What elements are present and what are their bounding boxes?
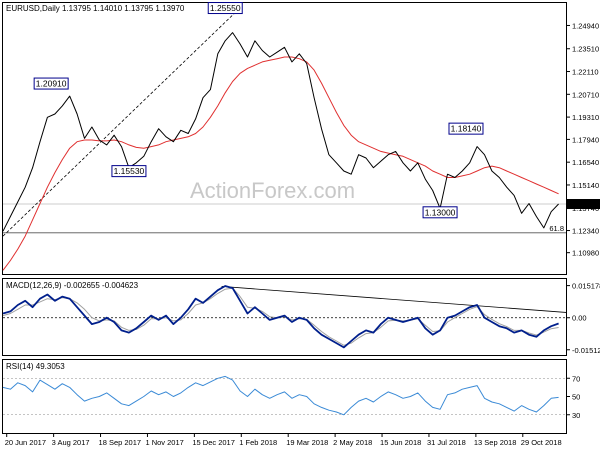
price-series-line <box>2 32 559 232</box>
price-annotation-box <box>111 165 147 178</box>
x-tick-label: 29 Oct 2018 <box>521 438 562 447</box>
rsi-y-tick-label: 30 <box>572 411 580 420</box>
fib-618-label: 61.8 <box>549 224 564 233</box>
macd-panel-title: MACD(12,26,9) -0.002655 -0.004623 <box>6 281 139 290</box>
x-tick-label: 13 Sep 2018 <box>474 438 517 447</box>
price-series-line <box>2 56 559 271</box>
price-y-tick-label: 1.10980 <box>572 249 599 258</box>
price-y-tick-label: 1.22110 <box>572 68 599 77</box>
price-annotation-label: 1.18140 <box>451 124 482 134</box>
rsi-panel-title: RSI(14) 49.3053 <box>6 362 65 371</box>
macd-trendline <box>221 286 567 313</box>
price-panel: 1.109801.123401.137401.151401.165401.179… <box>2 2 600 271</box>
price-annotation-label: 1.13000 <box>425 207 456 217</box>
price-y-tick-label: 1.24940 <box>572 21 599 30</box>
x-tick-label: 3 Aug 2017 <box>52 438 90 447</box>
price-y-tick-label: 1.20710 <box>572 90 599 99</box>
macd-series-line <box>2 285 559 349</box>
current-price-box <box>567 199 600 210</box>
price-panel-title: EURUSD,Daily 1.13795 1.14010 1.13795 1.1… <box>6 4 185 13</box>
x-tick-label: 2 May 2018 <box>333 438 372 447</box>
x-tick-label: 15 Dec 2017 <box>192 438 235 447</box>
x-tick-label: 1 Nov 2017 <box>145 438 183 447</box>
x-tick-label: 20 Jun 2017 <box>5 438 46 447</box>
x-tick-label: 31 Jul 2018 <box>427 438 466 447</box>
rsi-series-line <box>2 375 559 416</box>
price-annotation-box <box>448 122 484 135</box>
rsi-panel: 70 50 30 <box>2 374 580 420</box>
price-annotation-box <box>207 2 243 15</box>
price-y-tick-label: 1.23510 <box>572 45 599 54</box>
price-y-tick-label: 1.15140 <box>572 181 599 190</box>
price-annotation-label: 1.20910 <box>36 79 67 89</box>
price-y-tick-label: 1.16540 <box>572 158 599 167</box>
price-panel-frame <box>2 2 567 275</box>
watermark-text: ActionForex.com <box>190 178 355 203</box>
price-annotation-box <box>422 206 458 219</box>
x-tick-label: 1 Feb 2018 <box>239 438 277 447</box>
macd-y-tick-label: 0.015178 <box>572 282 600 291</box>
macd-panel: 0.015178 0.00 -0.015126 <box>2 282 600 355</box>
x-tick-label: 15 Jun 2018 <box>380 438 421 447</box>
price-y-tick-label: 1.12340 <box>572 227 599 236</box>
price-trendline <box>2 11 237 237</box>
x-tick-label: 18 Sep 2017 <box>99 438 142 447</box>
current-price-label: 1.13970 <box>569 200 596 209</box>
price-annotation-label: 1.15530 <box>114 166 145 176</box>
macd-panel-frame <box>2 278 567 356</box>
price-annotation-box <box>33 77 69 90</box>
price-y-tick-label: 1.19310 <box>572 113 599 122</box>
rsi-y-tick-label: 70 <box>572 374 580 383</box>
x-tick-label: 19 Mar 2018 <box>286 438 328 447</box>
price-y-tick-label: 1.17940 <box>572 135 599 144</box>
x-axis: 20 Jun 2017 3 Aug 2017 18 Sep 2017 1 Nov 20… <box>5 433 562 447</box>
macd-y-tick-label: 0.00 <box>572 314 587 323</box>
macd-y-tick-label: -0.015126 <box>572 346 600 355</box>
rsi-y-tick-label: 50 <box>572 393 580 402</box>
price-annotation-label: 1.25550 <box>210 3 241 13</box>
